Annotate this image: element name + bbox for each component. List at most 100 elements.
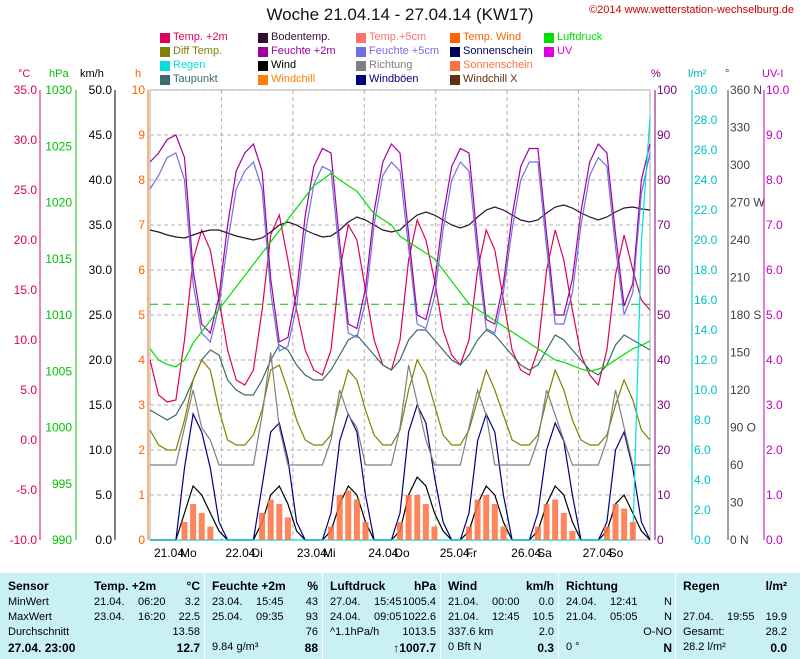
axis-tick-rain_lm2: 18.0 [694, 263, 718, 277]
legend-label: Temp.+5cm [369, 31, 427, 43]
x-tick-label: Di [251, 546, 262, 560]
x-tick-label: 27.04. [583, 546, 616, 560]
copyright-text: ©2014 www.wetterstation-wechselburg.de [589, 4, 794, 16]
sunshine-bar [190, 504, 197, 540]
axis-tick-temp_c: -10.0 [10, 533, 38, 547]
stats-header: Sensor [8, 579, 49, 593]
stats-cell-value: N [664, 611, 672, 623]
axis-tick-direction_deg: 180 S [730, 308, 761, 322]
sunshine-bar [397, 522, 403, 540]
stats-cell-date: 21.04. [448, 611, 479, 623]
axis-tick-wind_kmh: 20.0 [89, 353, 113, 367]
axis-tick-sun_h: 2 [138, 443, 145, 457]
stats-cell-time: 12:45 [492, 611, 520, 623]
stats-cell-value: 13.58 [172, 626, 200, 638]
stats-cell-value: 1005.4 [402, 596, 436, 608]
sunshine-bar [328, 526, 335, 540]
stats-cell-value: 2.0 [538, 626, 554, 638]
axis-tick-sun_h: 1 [138, 488, 145, 502]
series-line-4 [149, 134, 651, 343]
stats-cell-time: 15:45 [374, 596, 402, 608]
legend-label: Regen [173, 59, 206, 71]
axis-tick-rain_lm2: 10.0 [694, 383, 718, 397]
axis-tick-direction_deg: 300 [730, 158, 750, 172]
axis-tick-temp_c: 0.0 [20, 433, 37, 447]
sunshine-bar [474, 499, 481, 540]
axis-tick-rain_lm2: 16.0 [694, 293, 718, 307]
axis-tick-sun_h: 6 [138, 263, 145, 277]
legend-swatch [450, 75, 460, 85]
sunshine-bar [198, 513, 205, 540]
legend-label: Sonnenschein [463, 45, 533, 57]
axis-tick-rain_lm2: 14.0 [694, 323, 718, 337]
axis-tick-direction_deg: 0 N [730, 533, 749, 547]
axis-unit-sun: h [135, 68, 142, 80]
legend-swatch [356, 33, 366, 43]
axis-tick-sun_h: 9 [138, 128, 145, 142]
stats-header: Regen [683, 579, 720, 593]
x-tick-label: Mi [323, 546, 336, 560]
stats-header: Richtung [566, 579, 618, 593]
stats-separator [204, 573, 205, 659]
axis-tick-wind_kmh: 50.0 [89, 83, 113, 97]
axis-tick-wind_kmh: 30.0 [89, 263, 113, 277]
axis-tick-sun_h: 10 [132, 83, 146, 97]
axis-tick-wind_kmh: 10.0 [89, 443, 113, 457]
legend-label: Wind [271, 59, 297, 71]
stats-cell-time: 05:05 [610, 611, 638, 623]
axis-tick-uv_index: 0.0 [766, 533, 783, 547]
stats-unit: km/h [525, 579, 554, 593]
sunshine-bar [534, 526, 541, 540]
axis-tick-humidity_pct: 30 [657, 398, 671, 412]
axis-tick-sun_h: 3 [138, 398, 145, 412]
axis-tick-sun_h: 0 [138, 533, 145, 547]
stats-cell-value: 1013.5 [402, 626, 436, 638]
axis-unit-wind: km/h [80, 68, 104, 80]
legend-label: Feuchte +2m [271, 45, 336, 57]
x-tick-label: 21.04. [154, 546, 187, 560]
legend-label: Temp. +2m [173, 31, 228, 43]
axis-tick-uv_index: 5.0 [766, 308, 783, 322]
stats-separator [558, 573, 559, 659]
axis-tick-direction_deg: 270 W [730, 196, 765, 210]
stats-cell-date: 25.04. [212, 611, 243, 623]
stats-separator [322, 573, 323, 659]
axis-tick-pressure_hpa: 1025 [45, 139, 72, 153]
axis-tick-rain_lm2: 20.0 [694, 233, 718, 247]
series-line-0 [149, 212, 651, 403]
axis-tick-rain_lm2: 12.0 [694, 353, 718, 367]
x-tick-label: 23.04. [297, 546, 330, 560]
series-line-9 [150, 352, 650, 466]
stats-cell-value: O-NO [643, 626, 672, 638]
stats-cell-date: 24.04. [566, 596, 597, 608]
stats-cell-value: 93 [305, 611, 318, 623]
axis-tick-pressure_hpa: 1030 [45, 83, 72, 97]
stats-cell-time: 16:20 [138, 611, 166, 623]
axis-tick-temp_c: 25.0 [14, 183, 38, 197]
stats-cell-value: 1022.6 [402, 611, 436, 623]
stats-cell-value: 22.5 [178, 611, 200, 623]
axis-tick-direction_deg: 210 [730, 271, 750, 285]
legend-swatch [160, 47, 170, 57]
stats-cell-value: N [663, 641, 672, 655]
axis-tick-pressure_hpa: 1015 [45, 252, 72, 266]
stats-row-label: MaxWert [8, 611, 52, 623]
stats-cell-date: 27.04. [683, 611, 714, 623]
axis-tick-uv_index: 9.0 [766, 128, 783, 142]
legend-label: Windchill X [463, 73, 518, 85]
axis-tick-uv_index: 10.0 [766, 83, 790, 97]
axis-tick-pressure_hpa: 990 [52, 533, 72, 547]
legend-swatch [258, 61, 268, 71]
stats-cell-value: 88 [304, 641, 318, 655]
axis-tick-rain_lm2: 2.0 [694, 503, 711, 517]
axis-tick-wind_kmh: 35.0 [89, 218, 113, 232]
series-line-1 [149, 329, 651, 421]
axis-tick-rain_lm2: 26.0 [694, 143, 718, 157]
legend-label: UV [557, 45, 573, 57]
legend-label: Windböen [369, 73, 419, 85]
stats-header: Luftdruck [330, 579, 386, 593]
stats-cell-date: 24.04. [330, 611, 361, 623]
stats-cell-date: 23.04. [212, 596, 243, 608]
stats-cell-value: 76 [305, 626, 318, 638]
stats-row-label: MinWert [8, 596, 49, 608]
